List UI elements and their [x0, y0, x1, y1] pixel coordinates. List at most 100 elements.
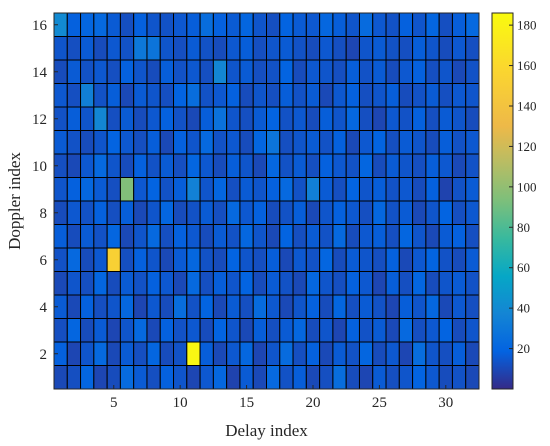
heatmap-cell [398, 177, 414, 202]
heatmap-cell [358, 36, 374, 61]
heatmap-cell [451, 247, 467, 272]
heatmap-cell [159, 83, 175, 108]
heatmap-cell [80, 59, 95, 84]
heatmap-cell [465, 294, 480, 319]
heatmap-cell [106, 153, 121, 178]
heatmap-cell [239, 130, 254, 155]
heatmap-cell [66, 294, 82, 319]
heatmap-cell [266, 294, 281, 319]
heatmap-cell [412, 12, 427, 37]
heatmap-cell [226, 12, 241, 37]
heatmap-cell [425, 83, 440, 108]
heatmap-cell [451, 177, 467, 202]
heatmap-cell [345, 247, 360, 272]
heatmap-cell [66, 153, 82, 178]
heatmap-cell [80, 247, 95, 272]
heatmap-cell [159, 130, 175, 155]
heatmap-cell [345, 200, 360, 225]
heatmap-cell [239, 59, 254, 84]
heatmap-cell [119, 341, 135, 366]
heatmap-cell [292, 247, 307, 272]
heatmap-cell [146, 294, 161, 319]
heatmap-cell [465, 177, 480, 202]
heatmap-cell [465, 341, 480, 366]
heatmap-cell [465, 153, 480, 178]
heatmap-cell [173, 83, 188, 108]
heatmap-cell [133, 83, 148, 108]
heatmap-cell [199, 247, 214, 272]
heatmap-cell [385, 200, 400, 225]
heatmap-cell [292, 83, 307, 108]
heatmap-cell [319, 106, 334, 131]
heatmap-cell [119, 365, 135, 390]
heatmap-cell [438, 271, 453, 296]
heatmap-cell [372, 318, 387, 343]
heatmap-cell [438, 318, 453, 343]
heatmap-cell [199, 224, 214, 249]
heatmap-cell [93, 224, 108, 249]
heatmap-cell [279, 153, 294, 178]
heatmap-cell [106, 294, 121, 319]
heatmap-cell [332, 36, 347, 61]
heatmap-cell [159, 365, 175, 390]
x-tick-label: 5 [110, 395, 118, 411]
heatmap-cell [425, 224, 440, 249]
heatmap-cell [119, 294, 135, 319]
heatmap-cell [66, 224, 82, 249]
heatmap-cell [305, 59, 321, 84]
heatmap-cell [133, 59, 148, 84]
heatmap-cell [305, 130, 321, 155]
heatmap-cell [119, 153, 135, 178]
x-tick-label: 30 [438, 395, 453, 411]
heatmap-cell [252, 341, 268, 366]
heatmap-cell [252, 177, 268, 202]
heatmap-cell [199, 106, 214, 131]
heatmap-cell [332, 365, 347, 390]
heatmap-cell [425, 365, 440, 390]
colorbar-tick-label: 40 [517, 301, 530, 316]
heatmap-cell [53, 177, 68, 202]
x-tick-label: 15 [239, 395, 254, 411]
heatmap-cell [266, 247, 281, 272]
heatmap-cell [385, 365, 400, 390]
heatmap-cell [332, 130, 347, 155]
x-tick-label: 10 [173, 395, 188, 411]
heatmap-cell [159, 341, 175, 366]
heatmap-cell [186, 83, 201, 108]
heatmap-cell [398, 130, 414, 155]
heatmap-cell [66, 247, 82, 272]
heatmap-cell [133, 153, 148, 178]
heatmap-cell [252, 200, 268, 225]
heatmap-cell [159, 200, 175, 225]
heatmap-cells [53, 12, 480, 390]
heatmap-cell [319, 130, 334, 155]
heatmap-cell [53, 271, 68, 296]
heatmap-cell [292, 12, 307, 37]
heatmap-cell [106, 271, 121, 296]
heatmap-cell [133, 271, 148, 296]
heatmap-cell [358, 318, 374, 343]
heatmap-cell [133, 247, 148, 272]
y-tick-label: 16 [32, 18, 48, 34]
heatmap-cell [106, 12, 121, 37]
heatmap-cell [66, 12, 82, 37]
heatmap-cell [305, 36, 321, 61]
heatmap-cell [345, 12, 360, 37]
heatmap-cell [80, 106, 95, 131]
heatmap-cell [186, 153, 201, 178]
heatmap-cell [332, 177, 347, 202]
heatmap-cell [252, 59, 268, 84]
heatmap-cell [239, 341, 254, 366]
heatmap-cell [292, 130, 307, 155]
heatmap-cell [305, 106, 321, 131]
heatmap-cell [398, 271, 414, 296]
heatmap-cell [385, 341, 400, 366]
heatmap-cell [226, 36, 241, 61]
heatmap-cell [345, 106, 360, 131]
colorbar-tick-label: 120 [517, 139, 537, 154]
heatmap-cell [345, 365, 360, 390]
heatmap-cell [412, 153, 427, 178]
heatmap-cell [266, 106, 281, 131]
heatmap-cell [226, 106, 241, 131]
heatmap-cell [465, 365, 480, 390]
